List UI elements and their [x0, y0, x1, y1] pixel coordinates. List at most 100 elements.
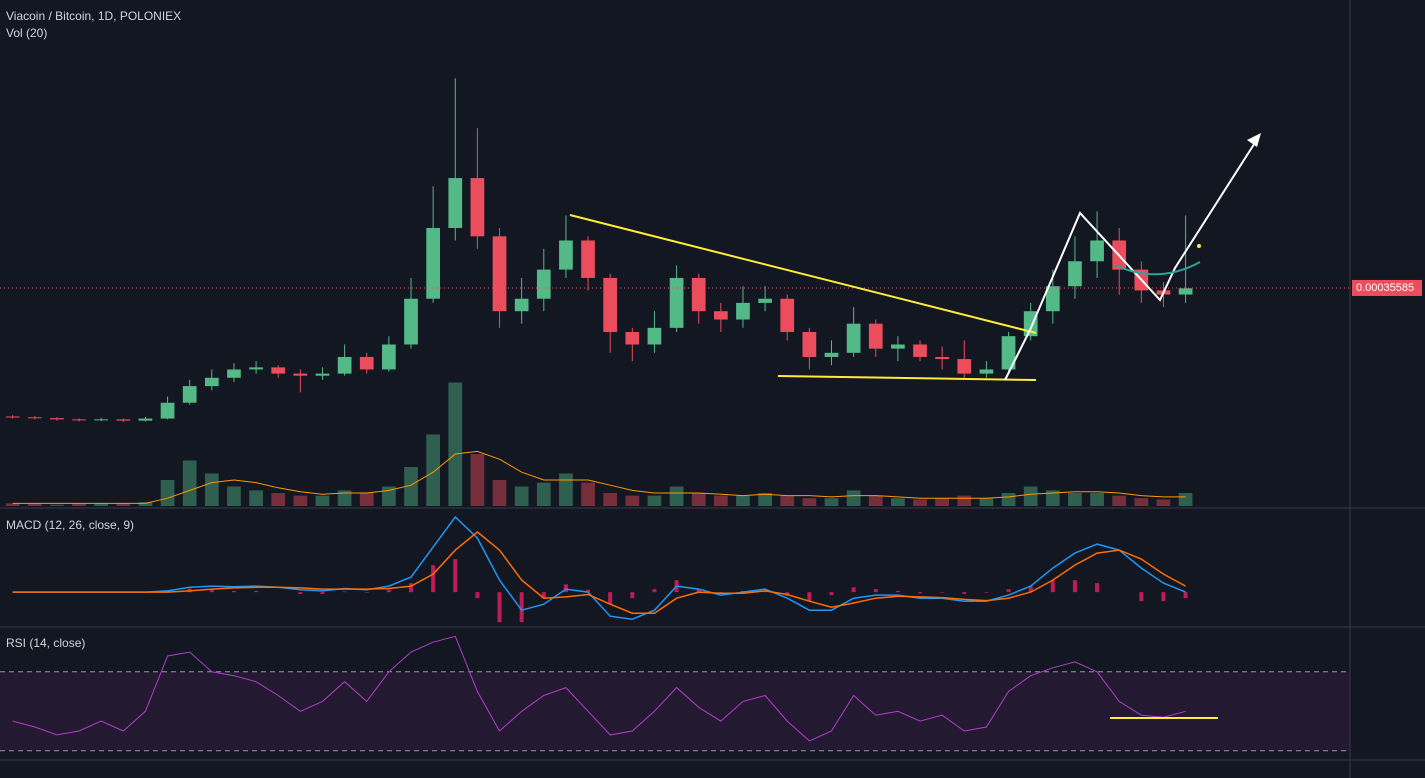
candle-body [1178, 288, 1193, 295]
macd-histogram-bar [984, 592, 989, 593]
volume-bar [1068, 493, 1082, 506]
macd-histogram-bar [696, 589, 701, 593]
candle-body [691, 277, 706, 312]
candle-body [1090, 240, 1104, 262]
drawings [569, 133, 1261, 719]
volume-bar [1090, 493, 1104, 506]
projection-path [1004, 137, 1259, 381]
volume-bar [116, 503, 131, 506]
volume-bar [669, 486, 684, 506]
macd-histogram-bar [453, 559, 458, 593]
macd-histogram-bar [342, 591, 347, 593]
macd-histogram-bar [1139, 592, 1144, 602]
volume-bar [470, 454, 485, 506]
candle-body [603, 277, 618, 333]
macd-histogram-bar [1095, 583, 1100, 593]
candle-body [448, 178, 463, 228]
macd-histogram-bar [497, 592, 502, 623]
volume-bar [824, 498, 839, 506]
candle-body [116, 419, 131, 421]
volume-bar [691, 493, 706, 506]
volume-bar [647, 495, 662, 506]
volume-bar [802, 498, 817, 506]
candle-body [5, 416, 20, 418]
macd-histogram-bar [364, 592, 369, 593]
volume-bar [625, 495, 640, 506]
last-price-label: 0.00035585 [1356, 282, 1414, 294]
volume-bar [492, 480, 507, 506]
volume-bar [957, 495, 972, 506]
macd-histogram-bar [873, 589, 878, 593]
candle-body [470, 178, 485, 237]
candle-body [669, 277, 684, 328]
candle-body [94, 419, 109, 421]
volume-bar [736, 495, 750, 506]
macd-histogram-bar [298, 592, 303, 594]
macd-histogram-bar [209, 589, 214, 593]
volume-bar [315, 495, 330, 506]
volume-bar [868, 495, 883, 506]
candle-body [802, 332, 817, 357]
volume-bar [581, 482, 595, 506]
candle-body [182, 386, 197, 403]
support-line [777, 375, 1037, 381]
candle-body [559, 240, 573, 270]
macd-histogram-bar [1161, 592, 1166, 602]
volume-bar [1134, 498, 1149, 506]
candle-body [824, 352, 839, 357]
volume-bar [935, 498, 950, 506]
macd-histogram-bar [807, 592, 812, 602]
candle-body [935, 356, 950, 360]
candle-body [758, 298, 772, 303]
volume-bar [1178, 493, 1193, 506]
macd-histogram-bar [608, 592, 613, 605]
volume-bar [1156, 499, 1171, 506]
volume-bar [5, 503, 20, 506]
volume-bar [27, 503, 42, 506]
macd-histogram-bar [563, 584, 568, 593]
candle-body [1001, 336, 1016, 370]
macd-histogram-bar [962, 592, 967, 594]
candle-body [227, 369, 241, 378]
volume-bar [891, 498, 905, 506]
candle-body [647, 327, 662, 345]
volume-bar [227, 486, 241, 506]
macd-histogram-bar [1050, 580, 1055, 593]
candle-body [249, 367, 263, 370]
macd-histogram-bar [851, 587, 856, 593]
volume-bar [271, 493, 286, 506]
candle-body [891, 344, 905, 349]
candle-body [1045, 286, 1060, 312]
candle-body [625, 332, 640, 345]
volume-bar [1023, 486, 1038, 506]
macd-histogram-bar [630, 592, 635, 599]
candle-body [293, 373, 308, 376]
volume-bar [160, 480, 175, 506]
signal-line [12, 531, 1186, 614]
volume-bar [780, 495, 795, 506]
candle-body [713, 311, 728, 320]
volume-bar [382, 486, 396, 506]
volume-bar [404, 467, 418, 506]
macd-histogram-bar [320, 592, 325, 594]
cup-arc [1114, 261, 1201, 276]
macd-histogram-bar [431, 565, 436, 593]
marker-dot [1197, 244, 1201, 248]
chart-title: Viacoin / Bitcoin, 1D, POLONIEX [6, 9, 181, 23]
macd-histogram-bar [1072, 580, 1077, 593]
volume-bar [758, 493, 772, 506]
macd-histogram-bar [586, 589, 591, 593]
volume-bar [979, 498, 994, 506]
macd-histogram-bar [829, 592, 834, 596]
volume-bar [426, 434, 440, 506]
volume-bar [713, 495, 728, 506]
volume-bar [536, 482, 551, 506]
volume-bar [913, 499, 927, 506]
candle-body [536, 269, 551, 299]
axes: 0.00035585 [1352, 279, 1422, 296]
macd-histogram-bar [386, 589, 391, 593]
candle-body [979, 369, 994, 374]
candle-body [72, 419, 86, 421]
candle-body [780, 298, 795, 333]
macd-histogram-bar [895, 590, 900, 593]
